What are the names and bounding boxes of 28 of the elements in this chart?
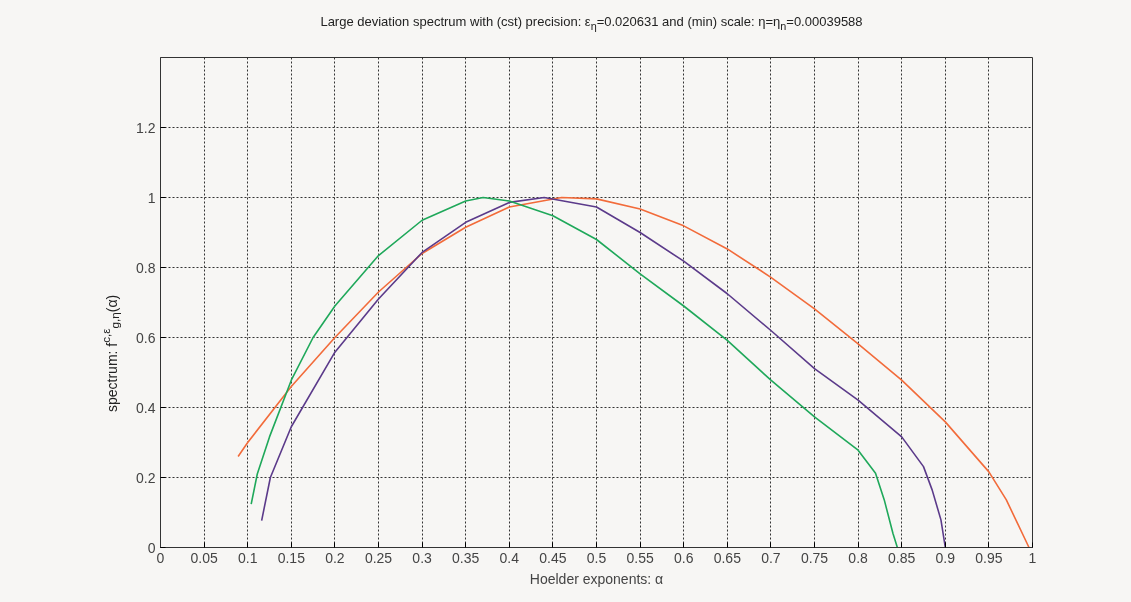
x-tick-label: 0.65 [713,549,742,566]
y-tick-label: 0.4 [136,399,156,416]
x-tick-label: 0.4 [499,549,520,566]
x-tick-label: 0.9 [935,549,956,566]
y-tick-label: 0.2 [136,469,156,486]
x-axis-title: Hoelder exponents: α [529,570,664,587]
x-tick-label: 0.85 [888,549,916,566]
x-tick-label: 0.05 [190,549,218,566]
y-tick-label: 0.8 [136,259,156,276]
y-tick-label: 1.2 [136,119,156,136]
y-tick-label: 0.6 [136,329,156,346]
x-tick-label: 0.3 [412,549,433,566]
x-tick-label: 0.2 [325,549,345,566]
x-tick-label: 0.1 [237,549,258,566]
x-tick-label: 0.15 [277,549,306,566]
x-tick-label: 0.7 [761,549,781,566]
x-tick-label: 0.75 [800,549,829,566]
x-tick-label: 0.55 [626,549,654,566]
x-tick-label: 0.35 [452,549,480,566]
x-tick-label: 0.95 [975,549,1003,566]
x-tick-label: 0.8 [848,549,869,566]
x-tick-label: 0.45 [539,549,567,566]
x-tick-label: 0.6 [673,549,694,566]
x-tick-label: 1 [1028,549,1037,566]
x-tick-label: 0.5 [586,549,607,566]
chart-title: Large deviation spectrum with (cst) precision: ε$_{η}$=0.020631 and (min) scale: η=η$_{n}$=0.00039588 [320,13,863,34]
x-tick-label: 0.25 [364,549,393,566]
y-tick-label: 1 [147,189,156,206]
